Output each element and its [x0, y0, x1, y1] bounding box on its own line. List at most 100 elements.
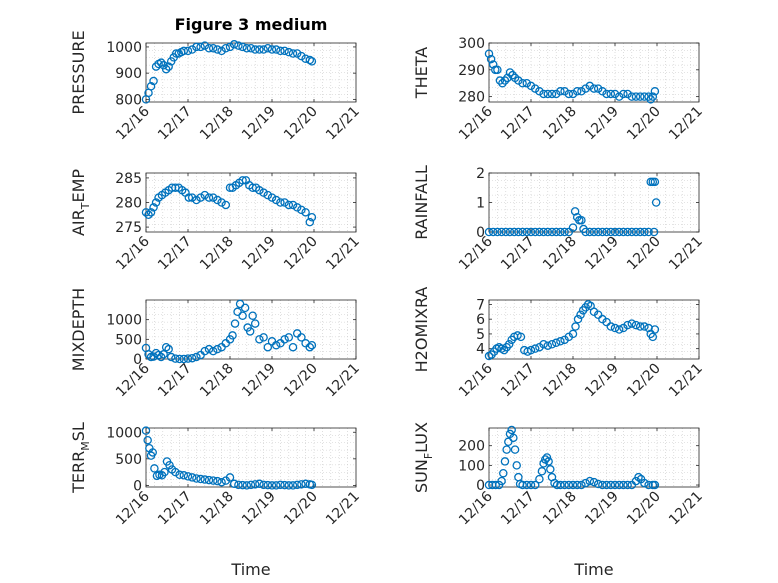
data-point: [238, 311, 247, 320]
data-point: [271, 45, 281, 54]
data-point: [570, 207, 580, 216]
data-point: [171, 467, 180, 477]
data-point: [577, 215, 586, 225]
data-point: [156, 352, 166, 362]
data-point: [271, 481, 281, 490]
data-point: [242, 43, 252, 53]
axes-box: [145, 299, 357, 360]
data-point: [183, 354, 193, 363]
data-point: [627, 319, 637, 328]
data-point: [245, 327, 255, 336]
data-point: [650, 325, 660, 334]
data-point: [627, 227, 637, 237]
data-point: [192, 195, 201, 205]
y-tick-label: 290: [458, 63, 485, 79]
data-point: [213, 195, 222, 205]
data-point: [585, 476, 595, 486]
data-point: [501, 227, 511, 237]
data-point: [225, 473, 235, 482]
data-point: [156, 58, 166, 67]
data-point: [307, 212, 317, 222]
data-point: [276, 480, 285, 490]
data-point: [542, 453, 552, 462]
data-point: [635, 92, 645, 101]
y-tick-label: 0: [133, 352, 142, 368]
data-point: [234, 41, 243, 50]
data-point: [649, 227, 659, 237]
data-point: [502, 445, 511, 454]
data-point: [650, 177, 660, 187]
data-point: [213, 476, 222, 486]
data-point: [623, 480, 632, 490]
data-point: [610, 227, 620, 237]
data-point: [221, 200, 231, 210]
data-point: [204, 475, 214, 485]
data-point: [187, 45, 197, 54]
axes-box: [488, 299, 700, 360]
data-point: [263, 43, 273, 53]
data-point: [263, 480, 273, 490]
data-point: [651, 198, 661, 207]
data-point: [200, 475, 210, 484]
y-tick-label: 6: [476, 312, 485, 328]
data-point: [505, 227, 515, 237]
data-point: [179, 354, 189, 364]
data-point: [585, 81, 595, 91]
data-point: [179, 46, 189, 56]
data-point: [149, 76, 158, 86]
data-point: [581, 478, 590, 488]
data-point: [284, 333, 294, 342]
data-point: [623, 227, 632, 237]
data-point: [229, 40, 239, 49]
data-point: [250, 319, 260, 328]
y-axis-label: RAINFALL: [412, 165, 431, 240]
figure-title: Figure 3 medium: [175, 15, 328, 34]
y-tick-label: 0: [476, 225, 485, 241]
data-point: [150, 464, 159, 473]
data-point: [547, 227, 557, 237]
data-point: [267, 193, 277, 202]
data-point: [164, 62, 173, 71]
data-point: [509, 433, 518, 443]
y-axis-label: MIXDEPTH: [69, 288, 88, 371]
data-point: [187, 193, 197, 202]
data-point: [255, 45, 264, 54]
data-point: [208, 346, 218, 356]
data-point: [614, 227, 624, 237]
data-point: [255, 479, 264, 489]
data-point: [305, 217, 315, 227]
data-point: [164, 344, 173, 354]
data-point: [537, 467, 547, 476]
data-point: [204, 43, 214, 53]
data-point: [572, 480, 582, 490]
data-point: [577, 87, 586, 96]
data-point: [495, 76, 505, 85]
data-point: [204, 344, 214, 354]
data-point: [614, 480, 624, 490]
y-tick-label: 100: [458, 458, 485, 474]
data-point: [284, 200, 294, 210]
data-point: [539, 89, 548, 99]
data-point: [305, 342, 315, 352]
data-point: [530, 480, 540, 490]
y-tick-label: 1000: [106, 40, 142, 56]
data-point: [148, 448, 157, 457]
data-point: [213, 344, 222, 354]
data-point: [187, 353, 197, 363]
data-point: [518, 227, 527, 237]
data-point: [259, 45, 268, 54]
data-point: [544, 457, 553, 466]
data-point: [631, 320, 641, 330]
data-point: [539, 227, 548, 237]
data-point: [577, 480, 586, 490]
y-axis-label: SUNFLUX: [412, 422, 435, 493]
data-point: [175, 354, 184, 364]
data-point: [526, 81, 536, 91]
data-point: [305, 55, 315, 65]
data-point: [217, 198, 226, 207]
y-tick-label: 500: [115, 452, 142, 468]
data-point: [581, 227, 590, 237]
data-point: [522, 78, 532, 88]
data-point: [192, 352, 201, 362]
